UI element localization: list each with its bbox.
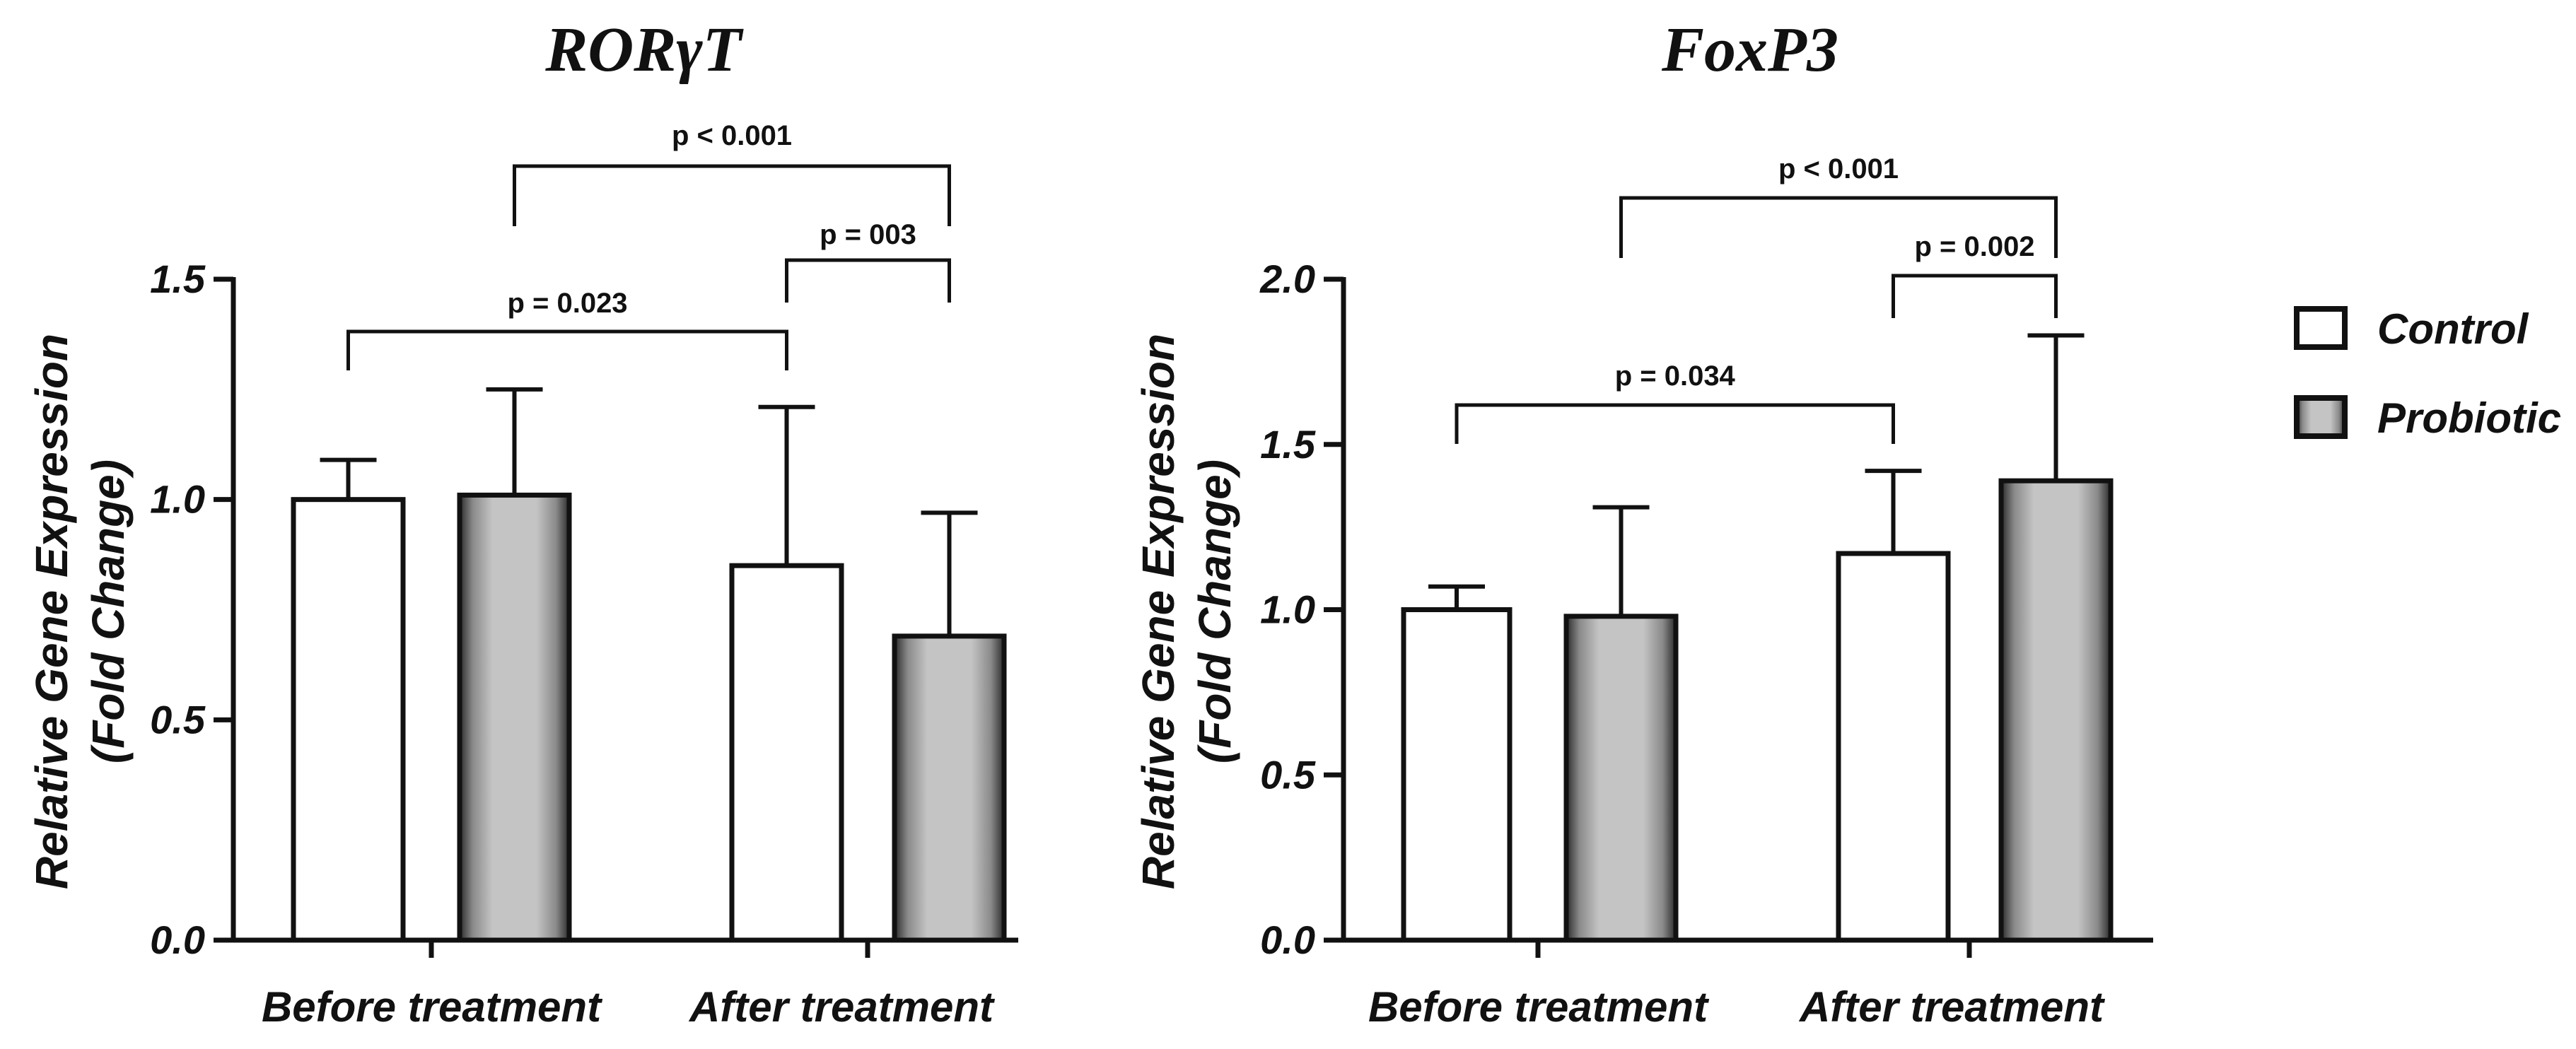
p-value-label: p = 0.023 (507, 288, 627, 319)
bar-probiotic (457, 492, 572, 943)
y-axis-label-line1: Relative Gene Expression (1133, 334, 1184, 889)
y-tick-label: 1.0 (150, 477, 205, 522)
p-value-label: p = 0.002 (1914, 231, 2034, 262)
y-tick-label: 0.5 (150, 697, 206, 742)
chart-rorgt: RORγT Relative Gene Expression (Fold Cha… (26, 15, 1018, 1031)
significance-bracket (1892, 274, 2058, 318)
x-category-label: After treatment (688, 983, 996, 1031)
y-tick-label: 1.5 (150, 257, 206, 301)
y-tick-label: 1.5 (1260, 422, 1316, 467)
legend-item-control: Control (2294, 305, 2529, 353)
p-value-label: p < 0.001 (1778, 153, 1899, 184)
x-category-label: After treatment (1798, 983, 2106, 1031)
bar-control (729, 563, 844, 943)
plot-area: 0.0 0.5 1.0 1.5 2.0 Before treatment After tre… (1259, 153, 2153, 1031)
y-tick-label: 2.0 (1259, 257, 1315, 301)
bar-control (1401, 607, 1513, 943)
bar-probiotic (892, 633, 1007, 943)
significance-bracket (785, 258, 951, 303)
y-axis-label-line1: Relative Gene Expression (26, 334, 77, 889)
significance-bracket (1455, 403, 1895, 444)
y-tick-label: 1.0 (1260, 587, 1315, 632)
legend-item-probiotic: Probiotic (2294, 394, 2561, 442)
p-value-label: p = 0.034 (1615, 361, 1736, 392)
p-value-label: p = 003 (820, 219, 916, 250)
legend-label-control: Control (2377, 305, 2529, 353)
y-axis-label-line2: (Fold Change) (1189, 459, 1240, 763)
bar-probiotic (1998, 478, 2114, 943)
legend-swatch-probiotic (2294, 395, 2348, 439)
p-value-label: p < 0.001 (672, 120, 792, 151)
legend-label-probiotic: Probiotic (2377, 394, 2561, 442)
x-category-label: Before treatment (262, 983, 603, 1031)
significance-bracket (1619, 196, 2058, 258)
bar-control (1836, 551, 1951, 943)
chart-foxp3: FoxP3 Relative Gene Expression (Fold Cha… (1133, 15, 2153, 1031)
y-tick-label: 0.5 (1260, 752, 1316, 797)
significance-bracket (346, 329, 788, 370)
bar-control (291, 497, 406, 943)
y-axis-label-line2: (Fold Change) (83, 459, 134, 763)
y-tick-label: 0.0 (150, 918, 205, 962)
chart-title: FoxP3 (1661, 15, 1838, 85)
y-tick-label: 0.0 (1260, 918, 1315, 962)
bar-probiotic (1563, 614, 1679, 943)
legend-swatch-control (2294, 306, 2348, 350)
x-category-label: Before treatment (1368, 983, 1710, 1031)
significance-bracket (513, 164, 951, 226)
chart-title: RORγT (544, 15, 743, 85)
legend: Control Probiotic (2294, 305, 2561, 442)
plot-area: 0.0 0.5 1.0 1.5 Before treatment After treatm… (150, 120, 1018, 1031)
